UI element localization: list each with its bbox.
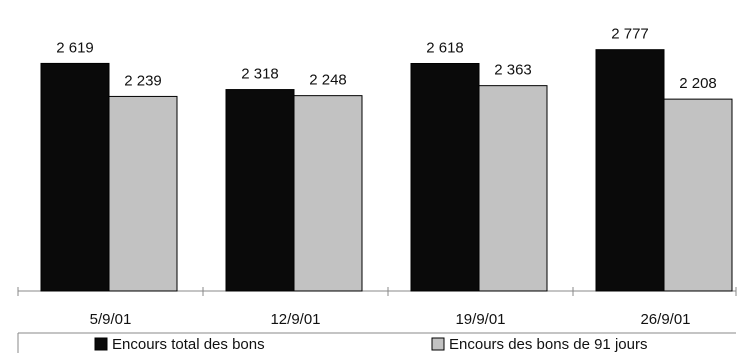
value-labels: 2 619 2 239 2 318 2 248 2 618 2 363 2 777 2 208 bbox=[56, 26, 717, 92]
data-label-total-0: 2 619 bbox=[56, 39, 94, 56]
data-label-total-3: 2 777 bbox=[611, 26, 649, 43]
legend: Encours total des bons Encours des bons d… bbox=[17, 332, 736, 353]
bar-total-2 bbox=[410, 62, 480, 292]
bar-91-days-1 bbox=[293, 95, 363, 292]
data-label-91-days-1: 2 248 bbox=[309, 72, 347, 89]
data-label-91-days-0: 2 239 bbox=[124, 72, 162, 89]
bar-91-days-0 bbox=[108, 95, 178, 292]
x-tick-label-2: 19/9/01 bbox=[455, 311, 505, 328]
x-tick-labels: 5/9/01 12/9/01 19/9/01 26/9/01 bbox=[90, 311, 691, 328]
bars bbox=[40, 49, 733, 292]
data-label-91-days-2: 2 363 bbox=[494, 62, 532, 79]
bar-total-0 bbox=[40, 62, 110, 292]
legend-swatch-total bbox=[94, 337, 108, 351]
legend-swatch-91-days bbox=[431, 337, 445, 351]
data-label-total-2: 2 618 bbox=[426, 39, 464, 56]
bar-91-days-3 bbox=[663, 98, 733, 292]
bar-91-days-2 bbox=[478, 85, 548, 292]
legend-label-91-days: Encours des bons de 91 jours bbox=[449, 336, 647, 353]
x-tick-label-0: 5/9/01 bbox=[90, 311, 132, 328]
legend-label-total: Encours total des bons bbox=[112, 336, 265, 353]
x-tick-label-1: 12/9/01 bbox=[270, 311, 320, 328]
bar-total-1 bbox=[225, 89, 295, 292]
x-tick-label-3: 26/9/01 bbox=[640, 311, 690, 328]
data-label-91-days-3: 2 208 bbox=[679, 75, 717, 92]
bar-total-3 bbox=[595, 49, 665, 292]
data-label-total-1: 2 318 bbox=[241, 66, 279, 83]
